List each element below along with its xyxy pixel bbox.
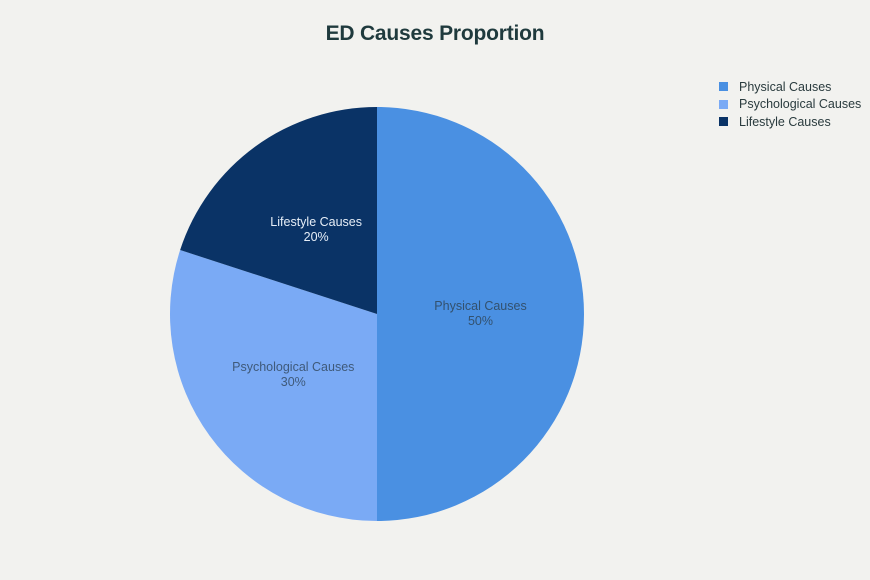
legend-item[interactable]: Lifestyle Causes [719,113,861,131]
legend-label: Psychological Causes [739,97,862,112]
chart-title: ED Causes Proportion [325,22,545,45]
slice-label-value: 50% [467,314,494,328]
legend-item[interactable]: Physical Causes [719,78,861,96]
legend-label: Lifestyle Causes [739,114,831,129]
slice-label: Lifestyle Causes 20% [270,215,362,245]
slice-label-value: 30% [280,374,306,389]
slice-label-name: Physical Causes [434,299,527,313]
legend-item[interactable]: Psychological Causes [719,96,861,114]
pie-slice-physical-causes[interactable] [377,107,584,521]
pie-slice-psychological-causes[interactable] [169,250,377,521]
legend-swatch-icon [719,117,728,127]
slice-label-name: Psychological Causes [232,359,355,374]
pie-slice-lifestyle-causes[interactable] [180,107,377,314]
slice-label-value: 20% [303,230,329,245]
legend: Physical Causes Psychological Causes Lifes… [719,78,861,131]
legend-label: Physical Causes [739,79,832,94]
slice-label-name: Lifestyle Causes [270,215,363,230]
legend-swatch-icon [719,99,728,109]
slice-label: Psychological Causes 30% [232,360,354,390]
legend-swatch-icon [719,82,728,92]
slice-label: Physical Causes 50% [434,299,526,329]
